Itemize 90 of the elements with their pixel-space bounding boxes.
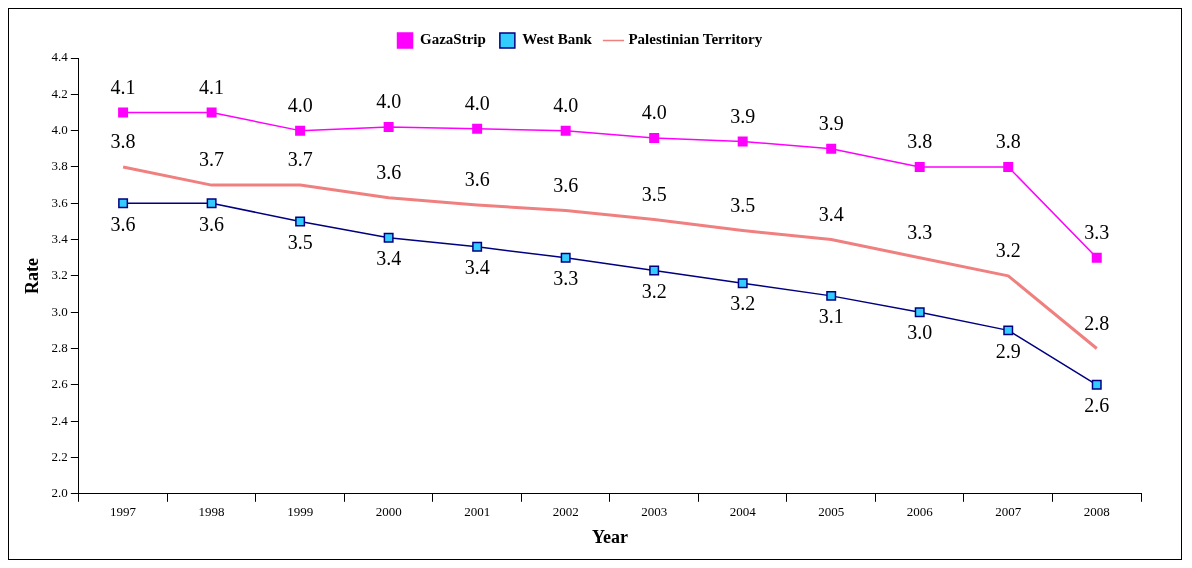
point xyxy=(295,216,306,227)
data-label: 4.0 xyxy=(464,92,490,115)
y-tick-label: 2.6 xyxy=(51,376,69,392)
data-label: 4.1 xyxy=(199,75,225,98)
point xyxy=(826,143,837,154)
y-tick-label: 3.0 xyxy=(51,303,68,319)
point xyxy=(206,107,217,118)
data-label: 3.5 xyxy=(730,193,756,216)
x-axis-title: Year xyxy=(591,526,628,547)
y-tick-label: 3.6 xyxy=(51,194,69,210)
point xyxy=(118,107,129,118)
y-tick-label: 3.8 xyxy=(51,158,68,174)
point xyxy=(472,123,483,134)
x-tick-label: 1998 xyxy=(198,504,225,520)
point xyxy=(295,125,306,136)
data-label: 4.0 xyxy=(553,93,579,116)
data-label: 4.0 xyxy=(641,101,667,124)
point xyxy=(118,198,129,209)
point xyxy=(914,161,925,172)
x-tick-label: 1999 xyxy=(287,504,314,520)
data-label: 2.9 xyxy=(995,339,1021,362)
legend-label: West Bank xyxy=(522,31,593,48)
x-tick-label: 2001 xyxy=(464,504,491,520)
data-label: 2.8 xyxy=(1084,311,1110,334)
point xyxy=(737,136,748,147)
data-label: 3.4 xyxy=(818,202,844,225)
data-label: 3.8 xyxy=(995,130,1021,153)
y-tick-label: 3.4 xyxy=(51,231,69,247)
x-tick-label: 2003 xyxy=(641,504,668,520)
data-label: 2.6 xyxy=(1084,394,1110,417)
y-tick-label: 4.4 xyxy=(51,49,69,65)
point xyxy=(1091,379,1102,390)
point xyxy=(826,290,837,301)
data-label: 3.5 xyxy=(287,230,313,253)
data-label: 3.2 xyxy=(995,239,1021,262)
x-tick-label: 2000 xyxy=(375,504,402,520)
y-tick-label: 4.0 xyxy=(51,122,68,138)
data-label: 3.8 xyxy=(110,130,136,153)
data-label: 3.4 xyxy=(464,256,490,279)
data-label: 3.6 xyxy=(464,168,490,191)
data-label: 3.6 xyxy=(199,212,225,235)
data-label: 4.0 xyxy=(287,93,313,116)
point xyxy=(560,252,571,263)
y-axis-title: Rate xyxy=(22,257,43,294)
x-tick-label: 1997 xyxy=(110,504,137,520)
legend-label: GazaStrip xyxy=(420,31,486,48)
data-label: 3.6 xyxy=(110,212,136,235)
data-label: 3.6 xyxy=(553,173,579,196)
x-tick-label: 2008 xyxy=(1083,504,1110,520)
y-tick-label: 2.0 xyxy=(51,485,68,501)
data-label: 3.8 xyxy=(907,130,933,153)
data-label: 3.3 xyxy=(553,266,579,289)
point xyxy=(206,198,217,209)
point xyxy=(560,125,571,136)
point xyxy=(1003,161,1014,172)
data-label: 3.6 xyxy=(376,161,402,184)
data-label: 3.7 xyxy=(287,148,313,171)
point xyxy=(914,307,925,318)
point xyxy=(383,232,394,243)
point xyxy=(1091,252,1102,263)
data-label: 3.1 xyxy=(818,305,844,328)
data-label: 3.4 xyxy=(376,247,402,270)
data-label: 3.9 xyxy=(730,104,756,127)
data-label: 3.3 xyxy=(907,220,933,243)
x-tick-label: 2004 xyxy=(729,504,757,520)
data-label: 3.2 xyxy=(641,279,667,302)
data-label: 3.0 xyxy=(907,321,933,344)
point xyxy=(1003,325,1014,336)
data-label: 3.3 xyxy=(1084,220,1110,243)
x-tick-label: 2002 xyxy=(552,504,579,520)
point xyxy=(737,278,748,289)
y-tick-label: 2.4 xyxy=(51,412,69,428)
y-tick-label: 4.2 xyxy=(51,85,68,101)
point xyxy=(649,132,660,143)
y-tick-label: 2.2 xyxy=(51,448,68,464)
point xyxy=(472,241,483,252)
x-tick-label: 2007 xyxy=(995,504,1022,520)
data-label: 3.7 xyxy=(199,148,225,171)
data-label: 4.0 xyxy=(376,90,402,113)
point xyxy=(649,265,660,276)
data-label: 3.5 xyxy=(641,182,667,205)
data-label: 3.9 xyxy=(818,112,844,135)
data-label: 4.1 xyxy=(110,75,136,98)
legend-label: Palestinian Territory xyxy=(628,31,763,48)
x-tick-label: 2006 xyxy=(906,504,934,520)
data-label: 3.2 xyxy=(730,292,756,315)
x-tick-label: 2005 xyxy=(818,504,845,520)
point xyxy=(383,122,394,132)
y-tick-label: 3.2 xyxy=(51,267,68,283)
y-tick-label: 2.8 xyxy=(51,339,68,355)
